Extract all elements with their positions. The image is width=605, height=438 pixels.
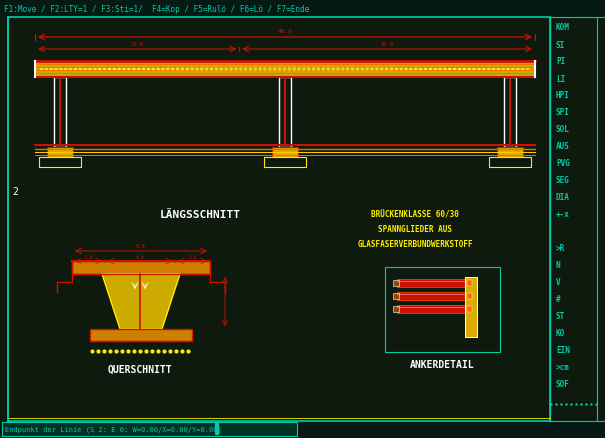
Polygon shape: [102, 274, 180, 329]
Bar: [2, 422, 297, 436]
Bar: [397, 305, 465, 313]
Text: LI: LI: [556, 74, 565, 83]
Text: N: N: [556, 261, 561, 270]
Text: BRÜCKENKLASSE 60/30
SPANNGLIEDER AUS
GLASFASERVERBUNDWERKSTOFF: BRÜCKENKLASSE 60/30 SPANNGLIEDER AUS GLA…: [357, 210, 473, 248]
Bar: [272, 148, 298, 158]
Bar: [264, 158, 306, 168]
Bar: [489, 158, 531, 168]
Text: 2: 2: [12, 187, 18, 197]
Bar: [467, 280, 472, 286]
Text: 21.0: 21.0: [131, 42, 144, 47]
Text: 40.0: 40.0: [278, 29, 292, 34]
Text: >cm: >cm: [556, 363, 570, 372]
Bar: [393, 280, 399, 286]
Text: SPI: SPI: [556, 108, 570, 117]
Bar: [497, 148, 523, 158]
Bar: [397, 292, 465, 300]
Bar: [47, 148, 73, 158]
Bar: [385, 267, 500, 352]
Bar: [393, 293, 399, 299]
Text: #: #: [556, 295, 561, 304]
Bar: [393, 306, 399, 312]
Text: +-x: +-x: [556, 210, 570, 219]
Text: >R: >R: [556, 244, 565, 253]
Text: SOL: SOL: [556, 125, 570, 134]
Bar: [72, 261, 210, 274]
Text: DIA: DIA: [556, 193, 570, 202]
Text: AUS: AUS: [556, 142, 570, 151]
Bar: [465, 277, 477, 337]
Text: SEG: SEG: [556, 176, 570, 185]
Text: F1:Move / F2:LTY=1 / F3:Sti=1/  F4=Kop / F5=Rulö / F6=Lö / F7=Ende: F1:Move / F2:LTY=1 / F3:Sti=1/ F4=Kop / …: [4, 6, 309, 14]
Text: KOM: KOM: [556, 24, 570, 32]
Text: 1.5: 1.5: [84, 254, 93, 259]
Bar: [467, 293, 472, 299]
Bar: [215, 423, 219, 435]
Bar: [39, 158, 81, 168]
Text: QUERSCHNITT: QUERSCHNITT: [108, 364, 172, 374]
Text: KO: KO: [556, 329, 565, 338]
Text: PI: PI: [556, 57, 565, 66]
Text: PVG: PVG: [556, 159, 570, 168]
Bar: [467, 306, 472, 312]
Text: ANKERDETAIL: ANKERDETAIL: [410, 359, 474, 369]
Text: Endpunkt der Linie (S 2: E 0: W=0.00/X=0.00/Y=0.00): Endpunkt der Linie (S 2: E 0: W=0.00/X=0…: [5, 426, 222, 432]
Text: EIN: EIN: [556, 346, 570, 355]
Text: 6.0: 6.0: [136, 244, 146, 248]
Bar: [504, 78, 516, 148]
Bar: [397, 279, 465, 287]
Text: SOF: SOF: [556, 380, 570, 389]
Bar: [0, 421, 605, 438]
Text: V: V: [556, 278, 561, 287]
Bar: [279, 78, 291, 148]
Text: HPI: HPI: [556, 91, 570, 100]
Text: LÄNGSSCHNITT: LÄNGSSCHNITT: [160, 209, 241, 219]
Text: ST: ST: [556, 312, 565, 321]
Text: 26.0: 26.0: [381, 42, 394, 47]
Text: 1.5: 1.5: [188, 254, 197, 259]
Bar: [35, 62, 535, 78]
Text: SI: SI: [556, 40, 565, 49]
Bar: [0, 0, 605, 18]
Text: 4.0: 4.0: [136, 254, 145, 259]
Bar: [90, 329, 192, 341]
Bar: [54, 78, 66, 148]
Bar: [8, 18, 550, 421]
